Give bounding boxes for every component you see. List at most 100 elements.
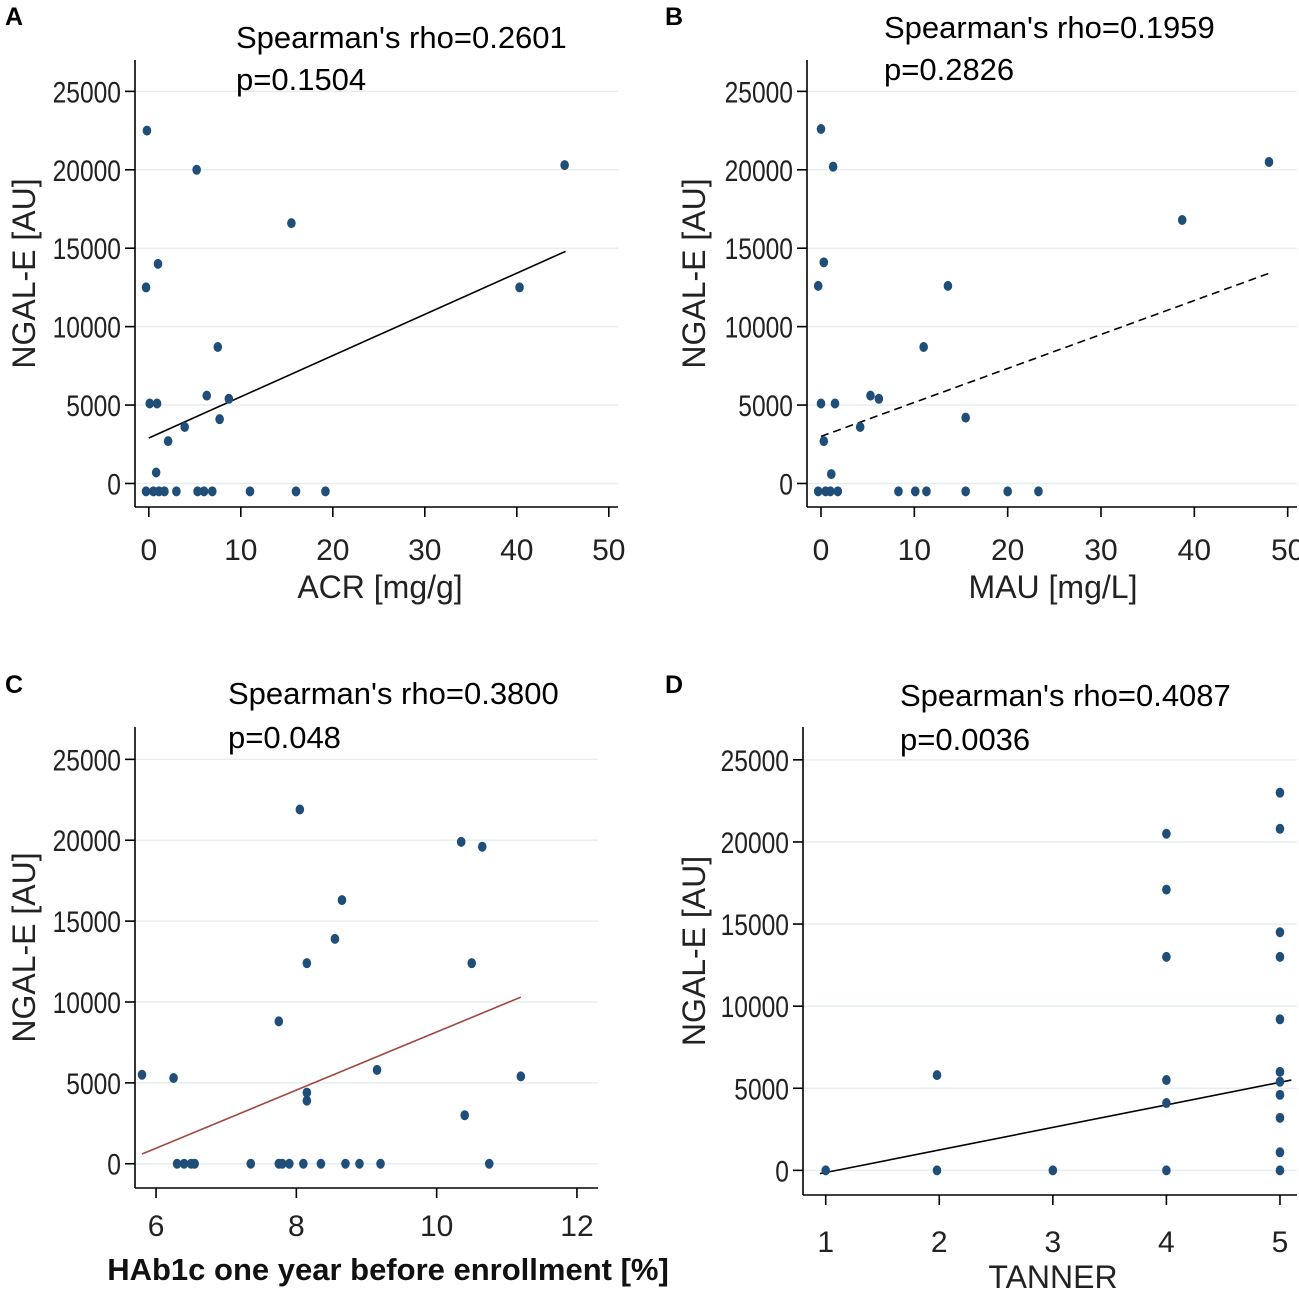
data-point [337,895,347,906]
data-point [153,258,163,269]
data-point [874,393,884,404]
x-tick-label: 0 [813,534,830,567]
y-tick-label: 20000 [721,826,789,860]
data-point [1048,1165,1058,1176]
data-point [1275,1076,1285,1087]
data-point [1275,1066,1285,1077]
data-point [467,958,477,969]
data-point [1275,787,1285,798]
data-point [199,486,209,497]
x-tick-label: 50 [592,534,625,567]
data-point [285,1158,294,1169]
data-point [142,125,152,136]
y-tick-label: 10000 [721,990,789,1024]
data-point [179,1158,189,1169]
x-axis-title: ACR [mg/g] [297,569,462,605]
panel-letter: A [5,3,23,31]
data-point [932,1165,942,1176]
x-tick-label: 2 [931,1226,948,1259]
data-point [1177,214,1187,225]
data-point [137,1069,147,1080]
data-point [151,467,161,478]
panel-letter: B [665,3,683,31]
data-point [341,1158,350,1169]
data-point [355,1158,364,1169]
x-tick-label: 0 [140,534,157,567]
data-point [819,436,829,447]
data-point [456,836,466,847]
y-tick-label: 0 [775,1154,789,1188]
data-point [295,804,305,815]
data-point [830,398,840,409]
data-point [816,124,826,135]
data-point [961,412,970,423]
data-point [460,1110,470,1121]
y-tick-label: 20000 [53,824,121,858]
data-point [1162,884,1171,895]
data-point [207,486,217,497]
data-point [163,436,173,447]
fit-line [141,996,522,1155]
data-point [1162,828,1171,839]
data-point [894,486,903,497]
data-point [1275,1112,1285,1123]
data-point [932,1070,942,1081]
y-tick-label: 25000 [725,75,793,109]
x-axis-title: MAU [mg/L] [969,569,1138,605]
data-point [376,1158,385,1169]
data-point [484,1158,494,1169]
p-value-text: p=0.2826 [884,52,1014,87]
y-tick-label: 10000 [53,310,121,344]
data-point [1162,1098,1171,1109]
data-point [855,422,865,433]
data-point [215,414,224,425]
fit-line [148,250,566,439]
panel-letter: C [5,671,23,699]
x-tick-label: 10 [420,1210,453,1243]
fit-line [820,272,1270,438]
x-tick-label: 4 [1158,1226,1175,1259]
spearman-rho-text: Spearman's rho=0.2601 [236,20,567,55]
x-tick-label: 30 [408,534,441,567]
panel-d: 0 5000 10000 15000 20000 25000 1 2 3 4 5 NGAL-E [AU… [665,671,1297,1294]
spearman-rho-text: Spearman's rho=0.3800 [228,676,559,711]
data-point [274,1016,284,1027]
data-point [316,1158,326,1169]
panel-a: 0 5000 10000 15000 20000 25000 0 10 20 30 40 50 NGAL… [5,3,625,605]
data-point [302,958,312,969]
y-tick-label: 5000 [738,389,793,423]
data-point [866,390,875,401]
data-point [1275,951,1285,962]
data-point [302,1095,312,1106]
data-point [372,1064,382,1075]
x-axis-title: HAb1c one year before enrollment [%] [107,1252,669,1287]
x-tick-label: 20 [316,534,349,567]
x-tick-label: 20 [991,534,1024,567]
data-point [1275,823,1285,834]
y-tick-label: 15000 [721,908,789,942]
data-point [1264,156,1274,167]
spearman-rho-text: Spearman's rho=0.1959 [884,10,1215,45]
y-axis-title: NGAL-E [AU] [676,856,712,1046]
y-tick-label: 0 [779,467,793,501]
data-point [560,160,569,171]
x-tick-label: 10 [224,534,257,567]
data-point [922,486,931,497]
data-point [193,486,202,497]
data-point [828,161,838,172]
data-point [1275,1014,1285,1025]
data-point [172,486,181,497]
data-point [821,1165,831,1176]
x-tick-label: 1 [817,1226,834,1259]
data-point [1162,1075,1171,1086]
y-tick-label: 0 [107,1147,121,1181]
data-point [245,486,255,497]
y-tick-label: 10000 [725,310,793,344]
panel-b: 0 5000 10000 15000 20000 25000 0 10 20 30 40 50 NGAL… [665,3,1299,605]
data-point [321,486,330,497]
data-point [141,282,151,293]
data-point [826,486,835,497]
data-point [152,398,162,409]
x-tick-label: 3 [1044,1226,1061,1259]
data-point [172,1158,182,1169]
